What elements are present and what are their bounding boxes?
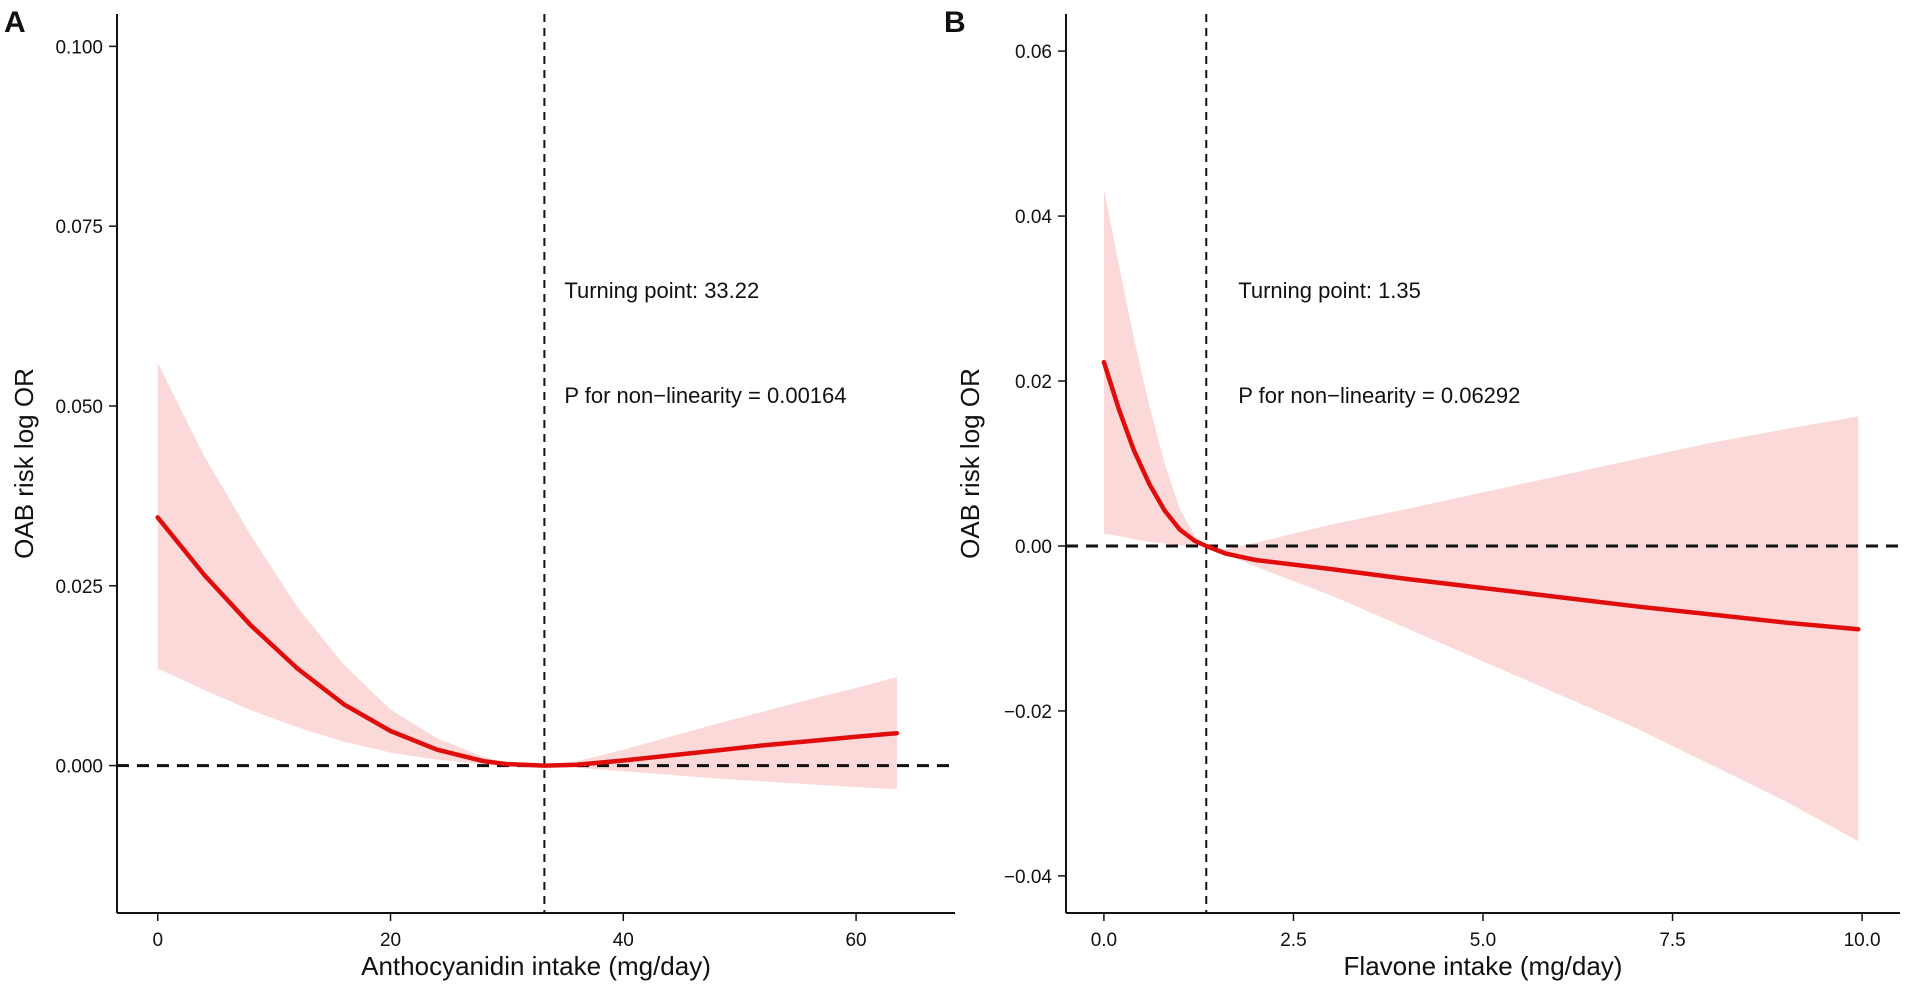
panel-a-y-tick-label: 0.050: [55, 397, 103, 418]
panel-b-confidence-band: [1103, 188, 1859, 842]
panel-a-confidence-band: [157, 362, 897, 790]
panel-a-y-tick-label: 0.025: [55, 577, 103, 598]
panel-a-p-value-annotation: P for non−linearity = 0.00164: [564, 383, 846, 408]
panel-b-p-value-annotation: P for non−linearity = 0.06292: [1238, 383, 1520, 408]
panel-b-y-tick-label: 0.04: [1015, 207, 1052, 228]
panel-b-x-tick-label: 0.0: [1091, 930, 1117, 951]
panel-a-y-tick-label: 0.075: [55, 217, 103, 238]
panel-a-x-tick-label: 40: [613, 930, 634, 951]
panel-b-fit-line: [1101, 359, 1861, 632]
panel-b-y-tick-label: −0.04: [1004, 867, 1053, 888]
panel-b-x-tick-label: 5.0: [1470, 930, 1496, 951]
panel-a-x-tick-label: 60: [845, 930, 866, 951]
panel-b-x-tick-label: 2.5: [1280, 930, 1306, 951]
panel-a-x-axis-title: Anthocyanidin intake (mg/day): [361, 951, 711, 981]
panel-b-label: B: [944, 6, 966, 39]
panel-a-turning-point-annotation: Turning point: 33.22: [564, 278, 759, 303]
panel-b-x-tick-label: 7.5: [1659, 930, 1685, 951]
panel-b-y-axis-title: OAB risk log OR: [955, 368, 985, 559]
panel-a-y-axis-title: OAB risk log OR: [9, 368, 39, 559]
panel-b-x-tick-label: 10.0: [1844, 930, 1881, 951]
panel-a: A 0 20 40 60 0.000 0.025 0.050 0.075 0.100 Anthocy…: [4, 6, 955, 981]
panel-a-x-tick-label: 0: [152, 930, 163, 951]
panel-b-y-tick-label: 0.06: [1015, 42, 1052, 63]
panel-a-x-tick-label: 20: [380, 930, 401, 951]
panel-b-y-tick-label: −0.02: [1004, 702, 1052, 723]
panel-b-y-tick-label: 0.02: [1015, 372, 1052, 393]
panel-a-y-tick-label: 0.100: [55, 37, 103, 58]
panel-b: B 0.0 2.5 5.0 7.5 10.0 −0.04 −0.02 0.00 0.02 0.04 0…: [944, 6, 1900, 981]
panel-b-y-tick-label: 0.00: [1015, 537, 1052, 558]
panel-a-y-tick-label: 0.000: [55, 757, 103, 778]
panel-a-fit-line: [155, 515, 900, 768]
panel-a-label: A: [4, 6, 26, 39]
panel-b-x-axis-title: Flavone intake (mg/day): [1344, 951, 1623, 981]
panel-b-turning-point-annotation: Turning point: 1.35: [1238, 278, 1421, 303]
